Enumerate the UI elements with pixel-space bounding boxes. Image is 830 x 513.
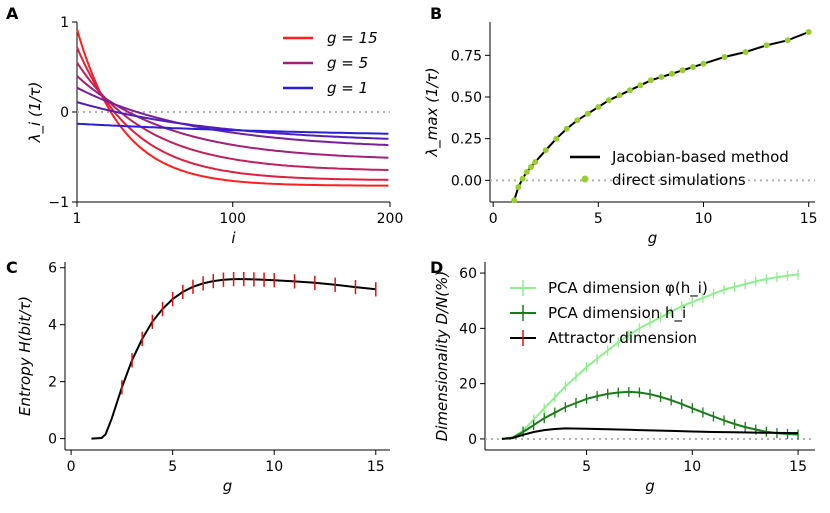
panel-b-y-tick-label: 0.00 bbox=[451, 173, 482, 189]
panel-b-x-tick-label: 0 bbox=[489, 211, 498, 227]
panel-b-ylabel: λ_max (1/τ) bbox=[423, 67, 442, 157]
panel-b-x-tick-label: 10 bbox=[695, 211, 713, 227]
panel-b-direct-point bbox=[532, 159, 539, 165]
panel-b-jacobian-line bbox=[513, 31, 810, 201]
panel-d: 5 10 15 0 20 40 60 g Dimensionality D/N(%) PCA di… bbox=[433, 262, 815, 495]
panel-b-direct-point bbox=[721, 54, 728, 60]
panel-a-y-tick-label: −1 bbox=[48, 195, 69, 211]
panel-b-direct-point bbox=[626, 87, 633, 94]
panel-a-series-line bbox=[76, 46, 389, 181]
panel-d-legend-label: PCA dimension h_i bbox=[548, 304, 686, 323]
panel-d-legend-label: Attractor dimension bbox=[548, 329, 697, 347]
panel-c-entropy-line bbox=[91, 278, 376, 440]
panel-b-direct-point bbox=[511, 197, 518, 204]
panel-b-direct-point bbox=[523, 169, 530, 175]
panel-label-d: D bbox=[430, 258, 443, 277]
panel-b-x-tick-label: 15 bbox=[800, 211, 818, 227]
panel-c-x-tick-label: 10 bbox=[265, 459, 283, 475]
panel-a-series-line bbox=[76, 122, 389, 135]
panel-a-x-tick-label: 1 bbox=[73, 211, 82, 227]
panel-d-y-tick-label: 0 bbox=[468, 432, 477, 448]
panel-a-legend-label: g = 15 bbox=[327, 29, 378, 47]
panel-label-a: A bbox=[6, 4, 19, 23]
panel-b-x-tick-label: 5 bbox=[594, 211, 603, 227]
panel-a-y-tick-label: 0 bbox=[60, 105, 69, 121]
panel-d-series-line bbox=[501, 427, 799, 440]
panel-b-y-tick-label: 0.25 bbox=[451, 132, 482, 148]
panel-b-direct-point bbox=[700, 60, 707, 67]
panel-d-y-tick-label: 40 bbox=[459, 321, 477, 337]
panel-b-direct-point bbox=[542, 147, 549, 154]
panel-b-direct-point bbox=[658, 74, 665, 80]
panel-b-direct-point bbox=[616, 92, 623, 99]
panel-b-xlabel: g bbox=[648, 229, 658, 247]
panel-b-direct-point bbox=[519, 175, 526, 182]
panel-a-legend-label: g = 1 bbox=[327, 79, 368, 97]
panel-c-x-tick-label: 0 bbox=[67, 459, 76, 475]
panel-c-y-tick-label: 2 bbox=[48, 375, 57, 391]
panel-b-direct-point bbox=[690, 64, 696, 70]
panel-b-direct-point bbox=[553, 135, 560, 142]
panel-d-x-tick-label: 10 bbox=[683, 459, 701, 475]
panel-b-direct-point bbox=[679, 67, 686, 74]
panel-b-legend-swatch bbox=[581, 175, 589, 183]
panel-a: 1 100 200 −1 0 1 i λ_i (1/τ) g = 15 g = 5 g = 1 bbox=[26, 15, 403, 247]
panel-b-direct-point bbox=[605, 97, 612, 104]
panel-b-legend-label: Jacobian-based method bbox=[611, 148, 789, 166]
panel-b-direct-point bbox=[528, 164, 534, 170]
panel-b-direct-point bbox=[647, 77, 654, 84]
panel-a-series-line bbox=[76, 28, 389, 187]
panel-d-y-tick-label: 20 bbox=[459, 377, 477, 393]
panel-b-direct-point bbox=[742, 49, 749, 55]
panel-b-y-tick-label: 0.75 bbox=[451, 48, 482, 64]
panel-c-x-tick-label: 5 bbox=[168, 459, 177, 475]
panel-b-direct-point bbox=[784, 37, 791, 44]
panel-b-direct-point bbox=[763, 42, 770, 49]
panel-a-ylabel: λ_i (1/τ) bbox=[26, 82, 45, 144]
panel-c-xlabel: g bbox=[223, 477, 233, 495]
panel-b-legend-label: direct simulations bbox=[612, 171, 746, 189]
panel-b: 0 5 10 15 0.00 0.25 0.50 0.75 g λ_max (1/τ) Jacobi… bbox=[423, 22, 818, 247]
panel-a-series-line bbox=[76, 86, 389, 147]
panel-b-direct-point bbox=[574, 117, 581, 124]
panel-d-xlabel: g bbox=[645, 477, 655, 495]
panel-a-x-tick-label: 100 bbox=[219, 211, 246, 227]
panel-d-x-tick-label: 5 bbox=[582, 459, 591, 475]
panel-c-x-tick-label: 15 bbox=[367, 459, 385, 475]
panel-b-direct-point bbox=[584, 110, 591, 117]
panel-d-legend-label: PCA dimension φ(h_i) bbox=[548, 279, 708, 298]
panel-d-ylabel: Dimensionality D/N(%) bbox=[433, 271, 451, 442]
panel-c: 0 5 10 15 0 2 4 6 g Entropy H(bit/τ) bbox=[16, 261, 390, 495]
panel-d-y-tick-label: 60 bbox=[459, 266, 477, 282]
panel-b-y-tick-label: 0.50 bbox=[451, 90, 482, 106]
panel-c-y-tick-label: 4 bbox=[48, 318, 57, 334]
panel-b-direct-point bbox=[515, 184, 522, 190]
panel-b-direct-point bbox=[595, 104, 602, 110]
panel-a-y-tick-label: 1 bbox=[60, 15, 69, 31]
panel-label-b: B bbox=[430, 4, 442, 23]
panel-d-series-line bbox=[501, 273, 799, 440]
panel-a-xlabel: i bbox=[231, 229, 236, 247]
panel-d-x-tick-label: 15 bbox=[789, 459, 807, 475]
panel-a-series-line bbox=[76, 61, 389, 171]
panel-a-series-line bbox=[76, 75, 389, 159]
panel-b-direct-point bbox=[563, 125, 570, 132]
panel-c-y-tick-label: 6 bbox=[48, 261, 57, 277]
panel-c-ylabel: Entropy H(bit/τ) bbox=[16, 296, 34, 416]
panel-c-y-tick-label: 0 bbox=[48, 432, 57, 448]
panel-b-direct-point bbox=[637, 82, 644, 89]
panel-label-c: C bbox=[6, 258, 18, 277]
panel-b-direct-point bbox=[805, 29, 812, 35]
panel-b-direct-point bbox=[669, 70, 675, 77]
panel-a-x-tick-label: 200 bbox=[377, 211, 404, 227]
panel-a-legend-label: g = 5 bbox=[327, 54, 368, 72]
